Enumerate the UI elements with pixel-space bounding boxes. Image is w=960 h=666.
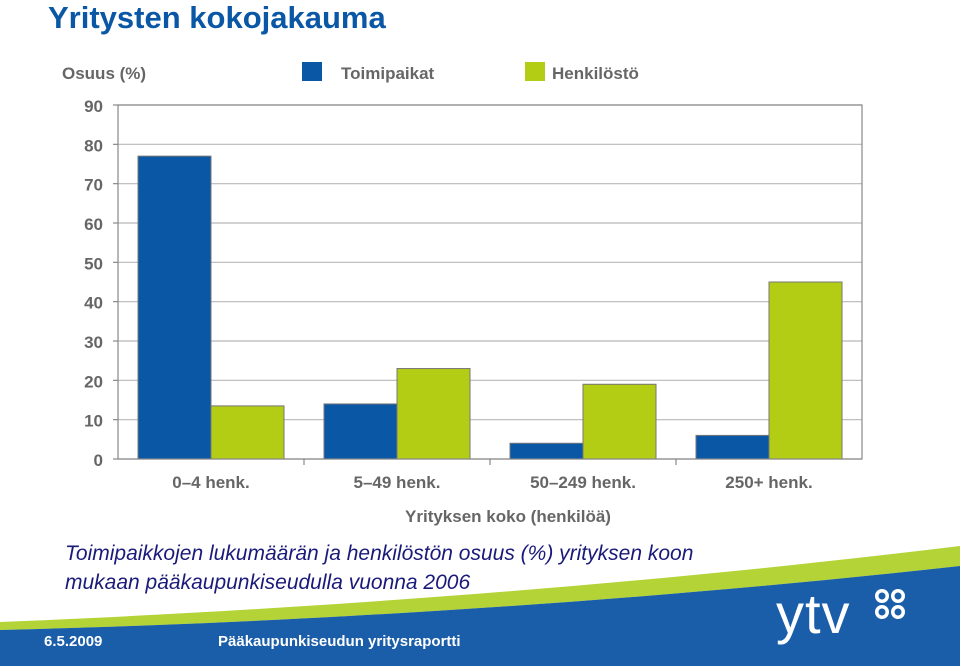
chart-caption: Toimipaikkojen lukumäärän ja henkilöstön… (65, 539, 905, 597)
caption-line-1: Toimipaikkojen lukumäärän ja henkilöstön… (65, 542, 694, 565)
y-tick-label: 50 (84, 254, 103, 273)
y-tick-label: 60 (84, 215, 103, 234)
y-tick-label: 80 (84, 136, 103, 155)
bar-henkilosto (768, 281, 843, 460)
y-axis-title: Osuus (%) (62, 64, 146, 83)
footer-report-title: Pääkaupunkiseudun yritysraportti (218, 633, 461, 650)
x-tick-label: 50–249 henk. (530, 473, 636, 492)
bar-henkilosto (582, 383, 657, 460)
x-tick-label: 0–4 henk. (172, 473, 250, 492)
ytv-logo: ytv (776, 582, 851, 645)
bar-toimipaikat (323, 403, 398, 460)
footer-date: 6.5.2009 (44, 633, 103, 650)
bar-henkilosto (210, 405, 285, 460)
axes (117, 104, 863, 465)
legend-label-henkilosto: Henkilöstö (552, 64, 639, 83)
x-tick-label: 5–49 henk. (354, 473, 441, 492)
y-tick-label: 20 (84, 372, 103, 391)
caption-line-2: mukaan pääkaupunkiseudulla vuonna 2006 (65, 571, 471, 594)
ytv-emblem-icon (875, 589, 905, 619)
y-tick-label: 10 (84, 412, 103, 431)
bar-toimipaikat (137, 155, 212, 460)
y-tick-labels: 0 10 20 30 40 50 60 70 80 90 (84, 97, 103, 470)
footer-blue-fill (0, 566, 960, 666)
bar-chart: Osuus (%) Toimipaikat Henkilöstö 0 10 20 30… (62, 62, 863, 526)
y-tick-label: 30 (84, 333, 103, 352)
footer-green-stripe (0, 546, 960, 630)
x-axis-title: Yrityksen koko (henkilöä) (405, 507, 611, 526)
slide-title: Yritysten kokojakauma (48, 0, 386, 35)
legend-swatch-henkilosto (525, 62, 545, 81)
x-tick-labels: 0–4 henk. 5–49 henk. 50–249 henk. 250+ henk… (172, 473, 812, 492)
bar-henkilosto (396, 368, 471, 460)
x-tick-label: 250+ henk. (725, 473, 812, 492)
bars (137, 155, 843, 460)
y-tick-label: 40 (84, 294, 103, 313)
legend-label-toimipaikat: Toimipaikat (341, 64, 435, 83)
legend-swatch-toimipaikat (302, 62, 322, 81)
y-tick-label: 70 (84, 176, 103, 195)
y-tick-label: 0 (94, 451, 103, 470)
y-tick-label: 90 (84, 97, 103, 116)
